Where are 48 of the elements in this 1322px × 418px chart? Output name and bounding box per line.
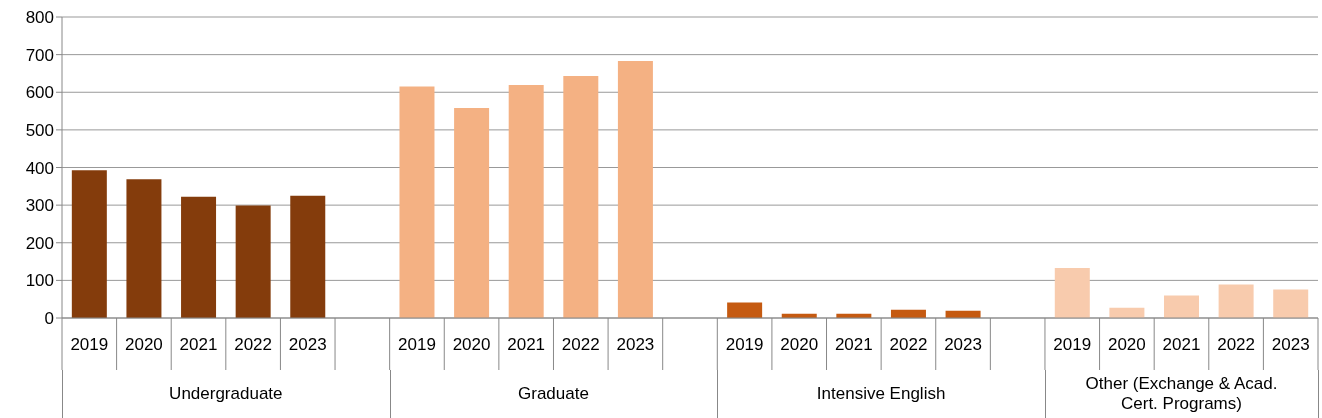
x-tick-label: 2023 (1271, 335, 1310, 354)
y-tick-label: 200 (25, 233, 54, 253)
bar (399, 86, 435, 318)
x-tick-label: 2023 (944, 335, 982, 354)
y-tick-label: 800 (25, 8, 54, 28)
x-tick-label: 2019 (1053, 335, 1092, 354)
x-tick-label: 2022 (1217, 335, 1255, 354)
text: Graduate (517, 383, 590, 405)
bar (617, 61, 653, 318)
y-tick-label: 500 (25, 120, 54, 140)
text: Intensive English (815, 383, 947, 405)
x-tick-label: 2021 (507, 335, 546, 354)
y-tick-label: 300 (25, 196, 54, 216)
x-tick-label: 2021 (834, 335, 873, 354)
y-tick-label: 100 (25, 271, 54, 291)
bar (181, 196, 217, 318)
text: Other (Exchange & Acad. Cert. Programs) (1084, 373, 1279, 415)
y-tick-label: 400 (25, 158, 54, 178)
text: Undergraduate (168, 383, 284, 405)
bar (1054, 267, 1090, 318)
bar (290, 195, 326, 318)
x-tick-label: 2019 (725, 335, 764, 354)
bar (1218, 284, 1254, 318)
y-tick-label: 600 (25, 83, 54, 103)
x-tick-label: 2023 (616, 335, 655, 354)
x-tick-label: 2023 (288, 335, 327, 354)
bar (126, 179, 162, 318)
x-tick-label: 2020 (125, 335, 163, 354)
x-tick-label: 2019 (398, 335, 436, 354)
bar (71, 170, 107, 318)
x-tick-label: 2020 (1107, 335, 1146, 354)
x-tick-label: 2022 (889, 335, 928, 354)
x-tick-label: 2020 (780, 335, 819, 354)
x-tick-label: 2022 (561, 335, 600, 354)
x-tick-label: 2019 (70, 335, 109, 354)
bar (1164, 295, 1199, 318)
x-tick-label: 2022 (234, 335, 273, 354)
bar (508, 85, 544, 318)
bar (454, 108, 490, 318)
x-tick-label: 2021 (179, 335, 218, 354)
y-tick-label: 700 (25, 45, 54, 65)
bar (1273, 289, 1309, 318)
bar (727, 302, 763, 318)
y-tick-label: 0 (44, 309, 54, 329)
x-tick-label: 2020 (452, 335, 491, 354)
x-tick-label: 2021 (1162, 335, 1201, 354)
bar (235, 205, 271, 318)
bar (563, 76, 599, 318)
